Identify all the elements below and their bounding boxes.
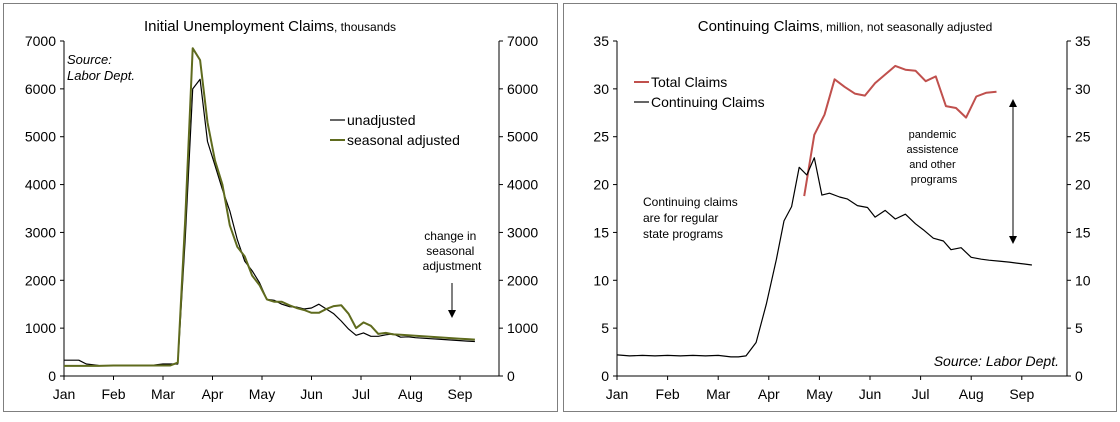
chart-title: Continuing Claims, million, not seasonal… xyxy=(698,18,993,35)
y-tick-label-right: 5000 xyxy=(507,129,538,145)
x-tick-label: Apr xyxy=(202,386,224,402)
series-line-unadjusted xyxy=(64,78,475,367)
x-tick-label: Feb xyxy=(101,386,125,402)
continuing-claims-chart: Continuing Claims, million, not seasonal… xyxy=(563,3,1117,412)
y-tick-label-left: 25 xyxy=(593,129,609,145)
y-tick-label-right: 3000 xyxy=(507,224,538,240)
legend-label-continuing-claims: Continuing Claims xyxy=(651,94,765,110)
y-tick-label-right: 1000 xyxy=(507,320,538,336)
legend-label-seasonal-adjusted: seasonal adjusted xyxy=(347,132,460,148)
source-label: Source: Labor Dept. xyxy=(67,52,135,83)
y-tick-label-right: 4000 xyxy=(507,177,538,193)
y-tick-label-left: 15 xyxy=(593,224,609,240)
y-tick-label-right: 20 xyxy=(1075,177,1091,193)
annotation-change-in-seasonal-adjustment: change in seasonal adjustment xyxy=(423,229,482,273)
y-tick-label-right: 25 xyxy=(1075,129,1091,145)
y-tick-label-left: 4000 xyxy=(25,177,56,193)
x-tick-label: Sep xyxy=(1009,386,1034,402)
legend-label-total-claims: Total Claims xyxy=(651,74,727,90)
x-tick-label: Jan xyxy=(606,386,629,402)
annotation-arrow-head xyxy=(448,310,456,318)
x-tick-label: Mar xyxy=(151,386,175,402)
y-tick-label-left: 0 xyxy=(48,368,56,384)
y-tick-label-left: 3000 xyxy=(25,224,56,240)
chart-border xyxy=(3,3,558,412)
source-label: Source: Labor Dept. xyxy=(934,353,1059,369)
y-tick-label-left: 10 xyxy=(593,272,609,288)
x-tick-label: May xyxy=(806,386,832,402)
chart-border xyxy=(563,3,1117,412)
y-tick-label-left: 20 xyxy=(593,177,609,193)
y-tick-label-right: 6000 xyxy=(507,81,538,97)
y-ticks: 0 0 5 5 10 10 15 15 20 20 25 25 30 30 35 35 xyxy=(593,33,1090,384)
chart-title: Initial Unemployment Claims, thousands xyxy=(144,18,396,35)
y-tick-label-right: 15 xyxy=(1075,224,1091,240)
series-line-total-claims xyxy=(803,64,997,197)
y-tick-label-left: 30 xyxy=(593,81,609,97)
x-tick-label: Apr xyxy=(758,386,780,402)
y-tick-label-right: 30 xyxy=(1075,81,1091,97)
y-tick-label-right: 35 xyxy=(1075,33,1091,49)
y-tick-label-right: 5 xyxy=(1075,320,1083,336)
y-tick-label-left: 35 xyxy=(593,33,609,49)
initial-claims-chart: Initial Unemployment Claims, thousands 0… xyxy=(3,3,558,412)
legend: Total Claims Continuing Claims xyxy=(634,74,765,110)
series-line-seasonal-adjusted xyxy=(64,47,475,367)
y-tick-label-left: 0 xyxy=(601,368,609,384)
legend: unadjusted seasonal adjusted xyxy=(330,112,460,148)
x-tick-label: Jul xyxy=(352,386,370,402)
y-tick-label-right: 0 xyxy=(507,368,515,384)
annotation-arrow-head-down xyxy=(1009,236,1017,244)
x-tick-label: Aug xyxy=(959,386,984,402)
annotation-regular-programs: Continuing claims are for regular state … xyxy=(643,195,741,241)
y-tick-label-left: 6000 xyxy=(25,81,56,97)
y-tick-label-right: 2000 xyxy=(507,272,538,288)
x-tick-label: Jan xyxy=(53,386,76,402)
series-lines xyxy=(616,64,1032,358)
x-tick-label: Jun xyxy=(300,386,323,402)
series-line-continuing-claims xyxy=(616,157,1032,358)
y-tick-label-right: 10 xyxy=(1075,272,1091,288)
x-tick-label: Mar xyxy=(706,386,730,402)
x-tick-label: Jul xyxy=(912,386,930,402)
y-tick-label-left: 7000 xyxy=(25,33,56,49)
y-tick-label-right: 7000 xyxy=(507,33,538,49)
y-tick-label-left: 5000 xyxy=(25,129,56,145)
y-tick-label-right: 0 xyxy=(1075,368,1083,384)
y-tick-label-left: 5 xyxy=(601,320,609,336)
x-tick-label: Feb xyxy=(656,386,680,402)
y-tick-label-left: 1000 xyxy=(25,320,56,336)
x-tick-label: Sep xyxy=(448,386,473,402)
x-ticks: Jan Feb Mar Apr May Jun Jul Aug Sep xyxy=(606,376,1034,402)
y-ticks: 0 0 1000 1000 2000 2000 3000 3000 4000 4000 5000 50… xyxy=(25,33,539,384)
annotation-arrow-head-up xyxy=(1009,99,1017,107)
x-tick-label: Jun xyxy=(859,386,882,402)
x-tick-label: May xyxy=(249,386,275,402)
annotation-pandemic-programs: pandemic assistence and other programs xyxy=(906,129,961,186)
y-tick-label-left: 2000 xyxy=(25,272,56,288)
legend-label-unadjusted: unadjusted xyxy=(347,112,416,128)
series-lines xyxy=(64,47,475,367)
x-ticks: Jan Feb Mar Apr May Jun Jul Aug Sep xyxy=(53,376,473,402)
x-tick-label: Aug xyxy=(398,386,423,402)
